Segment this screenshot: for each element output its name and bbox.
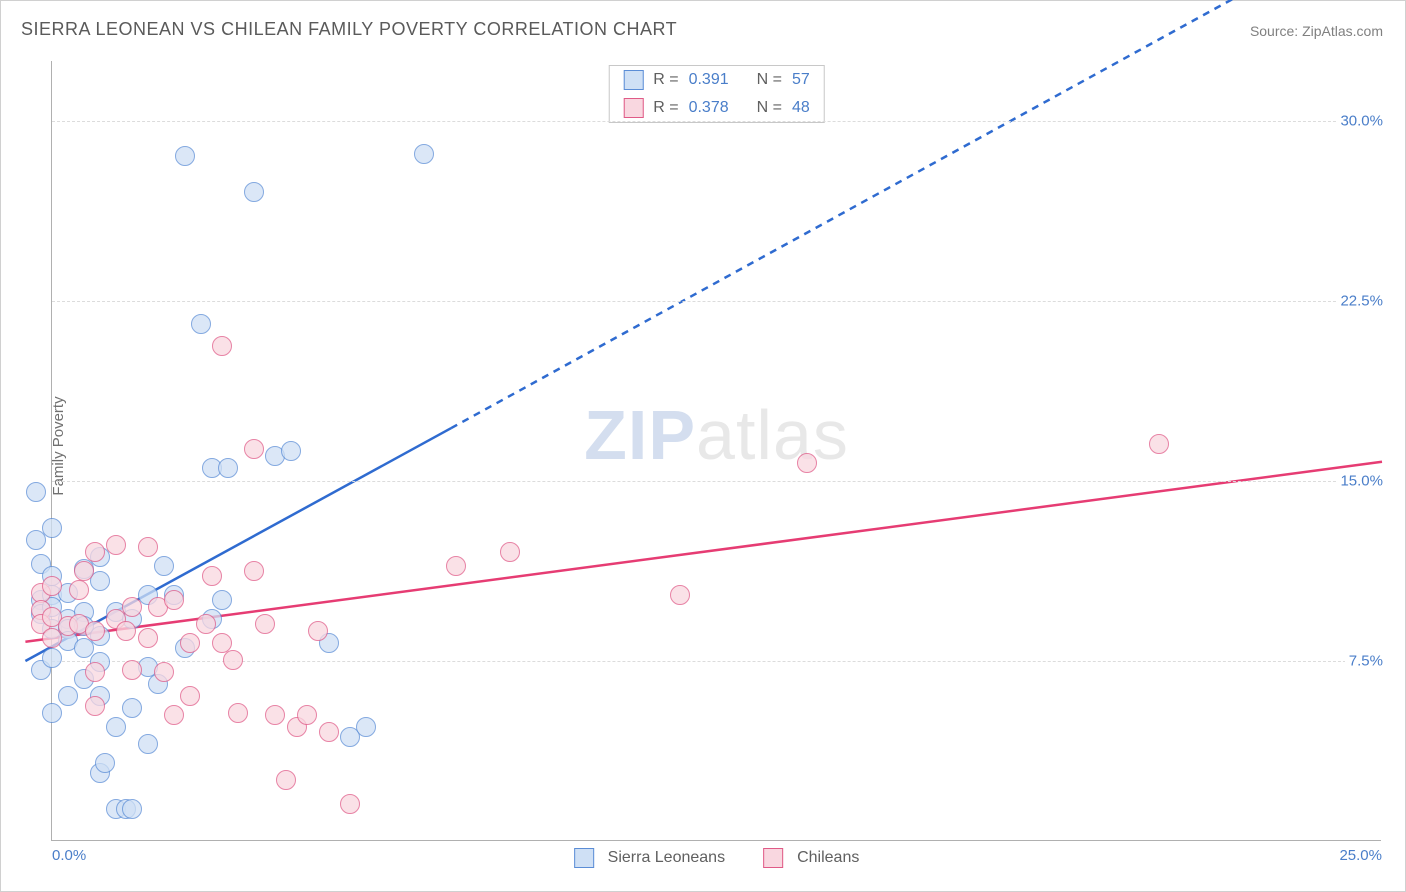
data-point	[670, 585, 690, 605]
data-point	[281, 441, 301, 461]
gridline	[52, 481, 1381, 482]
source-attribution: Source: ZipAtlas.com	[1250, 23, 1383, 39]
gridline	[52, 661, 1381, 662]
chart-container: SIERRA LEONEAN VS CHILEAN FAMILY POVERTY…	[0, 0, 1406, 892]
data-point	[1149, 434, 1169, 454]
data-point	[202, 566, 222, 586]
data-point	[276, 770, 296, 790]
data-point	[122, 597, 142, 617]
y-tick-label: 30.0%	[1336, 113, 1383, 130]
data-point	[244, 182, 264, 202]
data-point	[154, 556, 174, 576]
data-point	[414, 144, 434, 164]
data-point	[42, 703, 62, 723]
data-point	[212, 336, 232, 356]
data-point	[244, 561, 264, 581]
data-point	[116, 621, 136, 641]
chart-title: SIERRA LEONEAN VS CHILEAN FAMILY POVERTY…	[21, 19, 677, 40]
data-point	[319, 722, 339, 742]
data-point	[85, 621, 105, 641]
data-point	[42, 576, 62, 596]
data-point	[85, 662, 105, 682]
y-tick-label: 15.0%	[1336, 473, 1383, 490]
data-point	[42, 648, 62, 668]
data-point	[340, 794, 360, 814]
swatch-series-1	[623, 70, 643, 90]
y-tick-label: 22.5%	[1336, 293, 1383, 310]
legend-label-series-1: Sierra Leoneans	[608, 849, 725, 867]
data-point	[58, 686, 78, 706]
data-point	[180, 633, 200, 653]
x-tick-label: 0.0%	[52, 847, 86, 864]
data-point	[138, 628, 158, 648]
plot-area: ZIPatlas R = 0.391 N = 57 R = 0.378 N = …	[51, 61, 1381, 841]
data-point	[196, 614, 216, 634]
data-point	[446, 556, 466, 576]
swatch-series-1	[574, 848, 594, 868]
data-point	[308, 621, 328, 641]
gridline	[52, 301, 1381, 302]
data-point	[223, 650, 243, 670]
series-legend: Sierra Leoneans Chileans	[574, 848, 860, 868]
data-point	[122, 660, 142, 680]
data-point	[164, 705, 184, 725]
data-point	[228, 703, 248, 723]
stats-legend: R = 0.391 N = 57 R = 0.378 N = 48	[608, 65, 825, 123]
data-point	[122, 698, 142, 718]
data-point	[122, 799, 142, 819]
data-point	[265, 705, 285, 725]
data-point	[42, 518, 62, 538]
data-point	[85, 696, 105, 716]
data-point	[138, 734, 158, 754]
data-point	[244, 439, 264, 459]
data-point	[85, 542, 105, 562]
data-point	[297, 705, 317, 725]
data-point	[212, 590, 232, 610]
data-point	[500, 542, 520, 562]
data-point	[95, 753, 115, 773]
stats-row-series-1: R = 0.391 N = 57	[609, 66, 824, 94]
data-point	[26, 482, 46, 502]
gridline	[52, 121, 1381, 122]
swatch-series-2	[763, 848, 783, 868]
legend-label-series-2: Chileans	[797, 849, 859, 867]
data-point	[218, 458, 238, 478]
data-point	[797, 453, 817, 473]
data-point	[69, 580, 89, 600]
stats-row-series-2: R = 0.378 N = 48	[609, 94, 824, 122]
data-point	[255, 614, 275, 634]
data-point	[164, 590, 184, 610]
data-point	[106, 535, 126, 555]
x-tick-label: 25.0%	[1339, 847, 1382, 864]
data-point	[74, 561, 94, 581]
data-point	[175, 146, 195, 166]
data-point	[138, 537, 158, 557]
data-point	[180, 686, 200, 706]
data-point	[154, 662, 174, 682]
data-point	[356, 717, 376, 737]
data-point	[191, 314, 211, 334]
data-point	[106, 717, 126, 737]
y-tick-label: 7.5%	[1345, 653, 1383, 670]
swatch-series-2	[623, 98, 643, 118]
